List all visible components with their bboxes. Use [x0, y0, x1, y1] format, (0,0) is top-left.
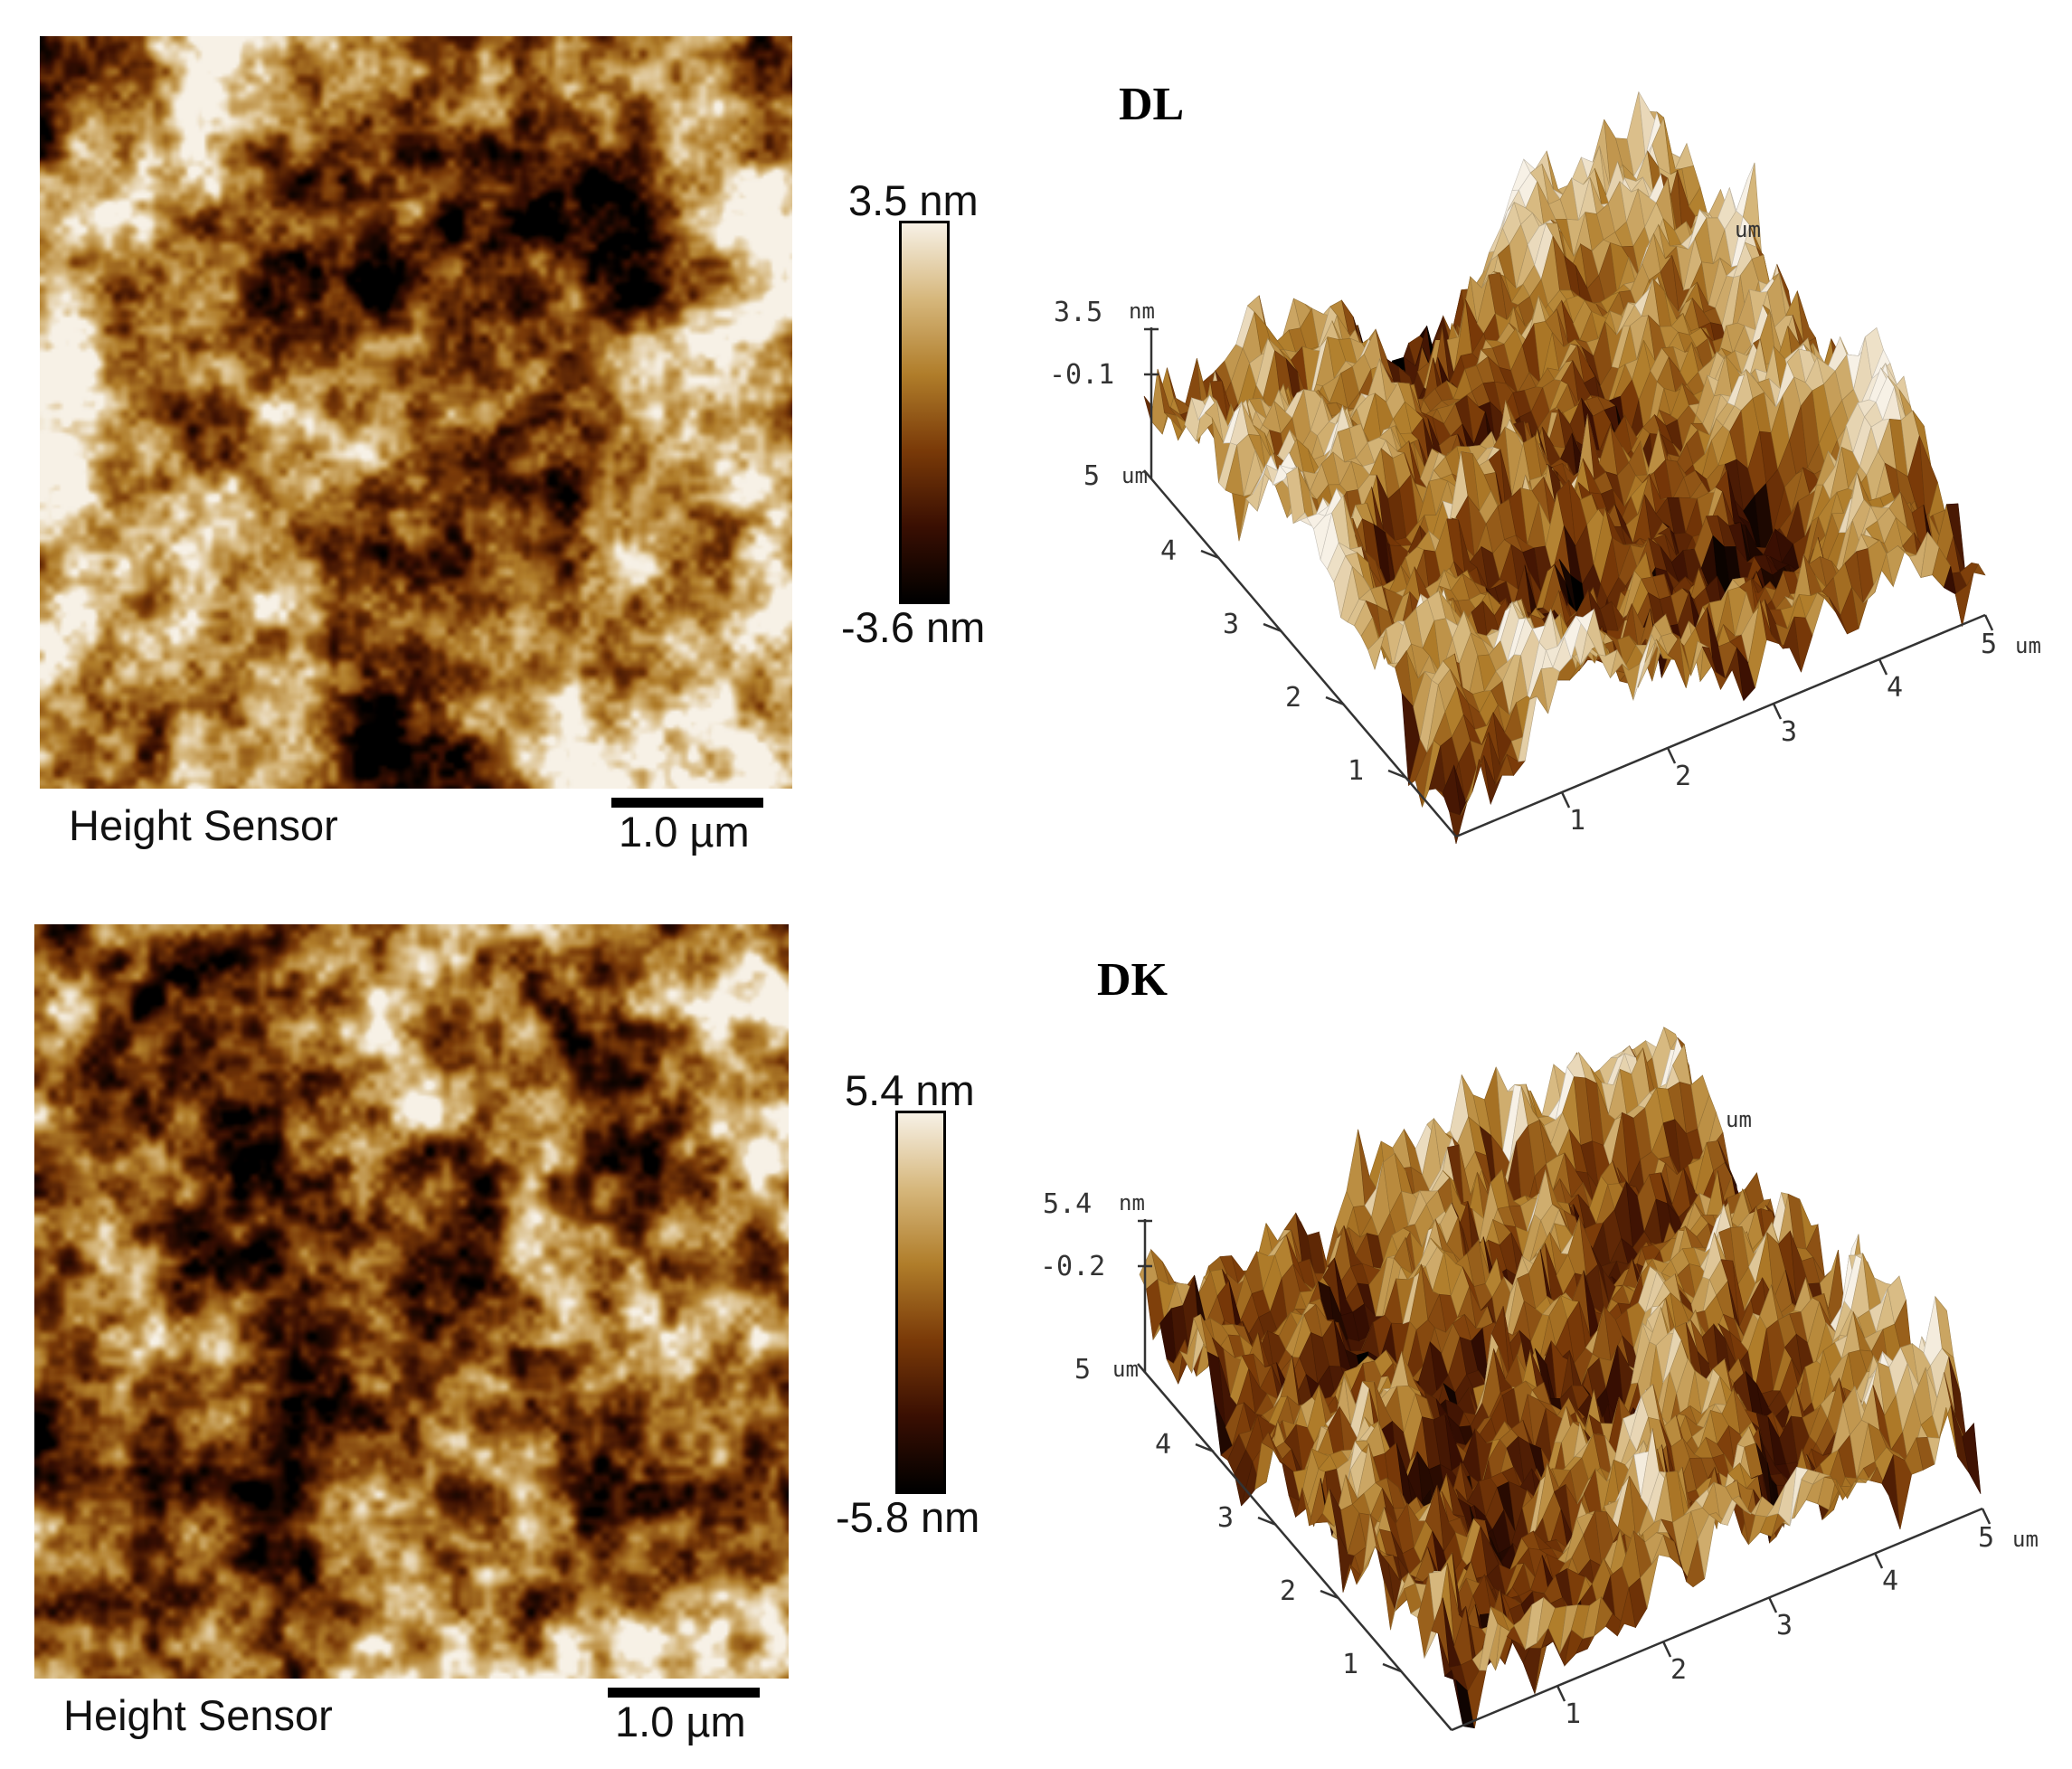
svg-text:1: 1 — [1342, 1649, 1358, 1680]
svg-text:4: 4 — [1887, 672, 1903, 704]
scale-bar-label: 1.0 µm — [615, 1698, 746, 1745]
z-mid-label: -0.1 — [1049, 359, 1114, 391]
y-axis-tick: 4 — [1155, 1429, 1215, 1461]
svg-text:5: 5 — [1981, 629, 1997, 660]
svg-text:1: 1 — [1569, 805, 1585, 837]
svg-text:1: 1 — [1565, 1698, 1581, 1730]
x-axis-line — [1455, 613, 1986, 838]
scale-bar — [611, 798, 763, 808]
z-max-label: 3.5 — [1054, 297, 1102, 328]
colorbar-min-label: -3.6 nm — [841, 603, 986, 651]
map-caption: Height Sensor — [69, 801, 338, 849]
sample-label: DL — [1119, 79, 1185, 130]
y-axis-tick: 1 — [1348, 755, 1407, 787]
svg-text:3: 3 — [1776, 1610, 1793, 1641]
svg-text:4: 4 — [1882, 1566, 1898, 1597]
svg-text:1: 1 — [1348, 755, 1364, 787]
y-axis-tick: 4 — [1160, 535, 1220, 567]
colorbar-min-label: -5.8 nm — [836, 1493, 980, 1541]
x-axis-line — [1451, 1507, 1983, 1732]
svg-text:4: 4 — [1160, 535, 1177, 567]
y-axis-tick: 3 — [1217, 1502, 1277, 1534]
svg-text:3: 3 — [1223, 609, 1239, 640]
x-axis-tick: 1 — [1556, 1685, 1581, 1730]
colorbar-max-label: 3.5 nm — [848, 176, 979, 224]
scale-bar — [608, 1688, 760, 1698]
surface-3d-plot: 3.5 nm -0.1 1 2 3 4 5 um 1 2 3 4 5 um um — [1049, 91, 2041, 845]
x-axis-tick: 3 — [1772, 703, 1797, 748]
x-axis-tick: 5 um — [1978, 1508, 2039, 1554]
svg-text:3: 3 — [1781, 716, 1797, 748]
svg-text:5: 5 — [1074, 1354, 1091, 1386]
svg-text:2: 2 — [1670, 1654, 1687, 1686]
back-corner-unit: um — [1726, 1107, 1752, 1132]
svg-text:2: 2 — [1285, 682, 1301, 714]
x-axis-tick: 4 — [1873, 1552, 1898, 1597]
afm-panel-dk: Height Sensor 1.0 µm 5.4 nm -5.8 nm DK 5… — [0, 884, 2072, 1769]
surface-3d-plot: 5.4 nm -0.2 1 2 3 4 5 um 1 2 3 4 5 um um — [1040, 1026, 2039, 1732]
map-caption: Height Sensor — [63, 1691, 333, 1739]
surface-mesh — [1139, 1026, 1982, 1729]
surface-mesh — [1143, 91, 1986, 845]
svg-text:3: 3 — [1217, 1502, 1234, 1534]
x-axis-tick: 5 um — [1981, 614, 2041, 660]
y-axis-tick: 2 — [1280, 1575, 1339, 1607]
y-axis-tick: 2 — [1285, 682, 1345, 714]
svg-text:um: um — [2012, 1527, 2039, 1552]
svg-text:um: um — [1121, 463, 1148, 488]
colorbar-max-label: 5.4 nm — [845, 1066, 975, 1114]
svg-text:2: 2 — [1675, 761, 1691, 792]
y-axis-tick: 5 um — [1083, 460, 1148, 492]
x-axis-tick: 1 — [1560, 791, 1585, 837]
y-axis-tick: 3 — [1223, 609, 1282, 640]
height-sensor-map — [34, 924, 789, 1679]
z-max-unit: nm — [1129, 298, 1155, 324]
height-sensor-map — [40, 36, 792, 789]
svg-text:5: 5 — [1978, 1522, 1994, 1554]
svg-text:um: um — [1112, 1357, 1139, 1382]
scale-bar-label: 1.0 µm — [619, 808, 750, 856]
afm-panel-dl: Height Sensor 1.0 µm 3.5 nm -3.6 nm DL 3… — [0, 0, 2072, 884]
colorbar — [895, 1111, 946, 1494]
y-axis-tick: 5 um — [1074, 1354, 1139, 1386]
y-axis-tick: 1 — [1342, 1649, 1402, 1680]
x-axis-tick: 2 — [1666, 747, 1691, 792]
sample-label: DK — [1097, 954, 1168, 1006]
x-axis-tick: 4 — [1878, 658, 1903, 704]
svg-text:4: 4 — [1155, 1429, 1171, 1461]
x-axis-tick: 3 — [1767, 1596, 1793, 1641]
z-max-label: 5.4 — [1043, 1188, 1092, 1220]
back-corner-unit: um — [1735, 217, 1761, 242]
x-axis-tick: 2 — [1661, 1641, 1687, 1686]
svg-text:um: um — [2015, 633, 2041, 658]
y-axis-line — [1137, 1363, 1452, 1731]
svg-text:5: 5 — [1083, 460, 1100, 492]
y-axis-line — [1143, 469, 1457, 837]
svg-text:2: 2 — [1280, 1575, 1296, 1607]
colorbar — [899, 221, 950, 604]
z-mid-label: -0.2 — [1040, 1251, 1105, 1282]
z-max-unit: nm — [1119, 1190, 1145, 1216]
